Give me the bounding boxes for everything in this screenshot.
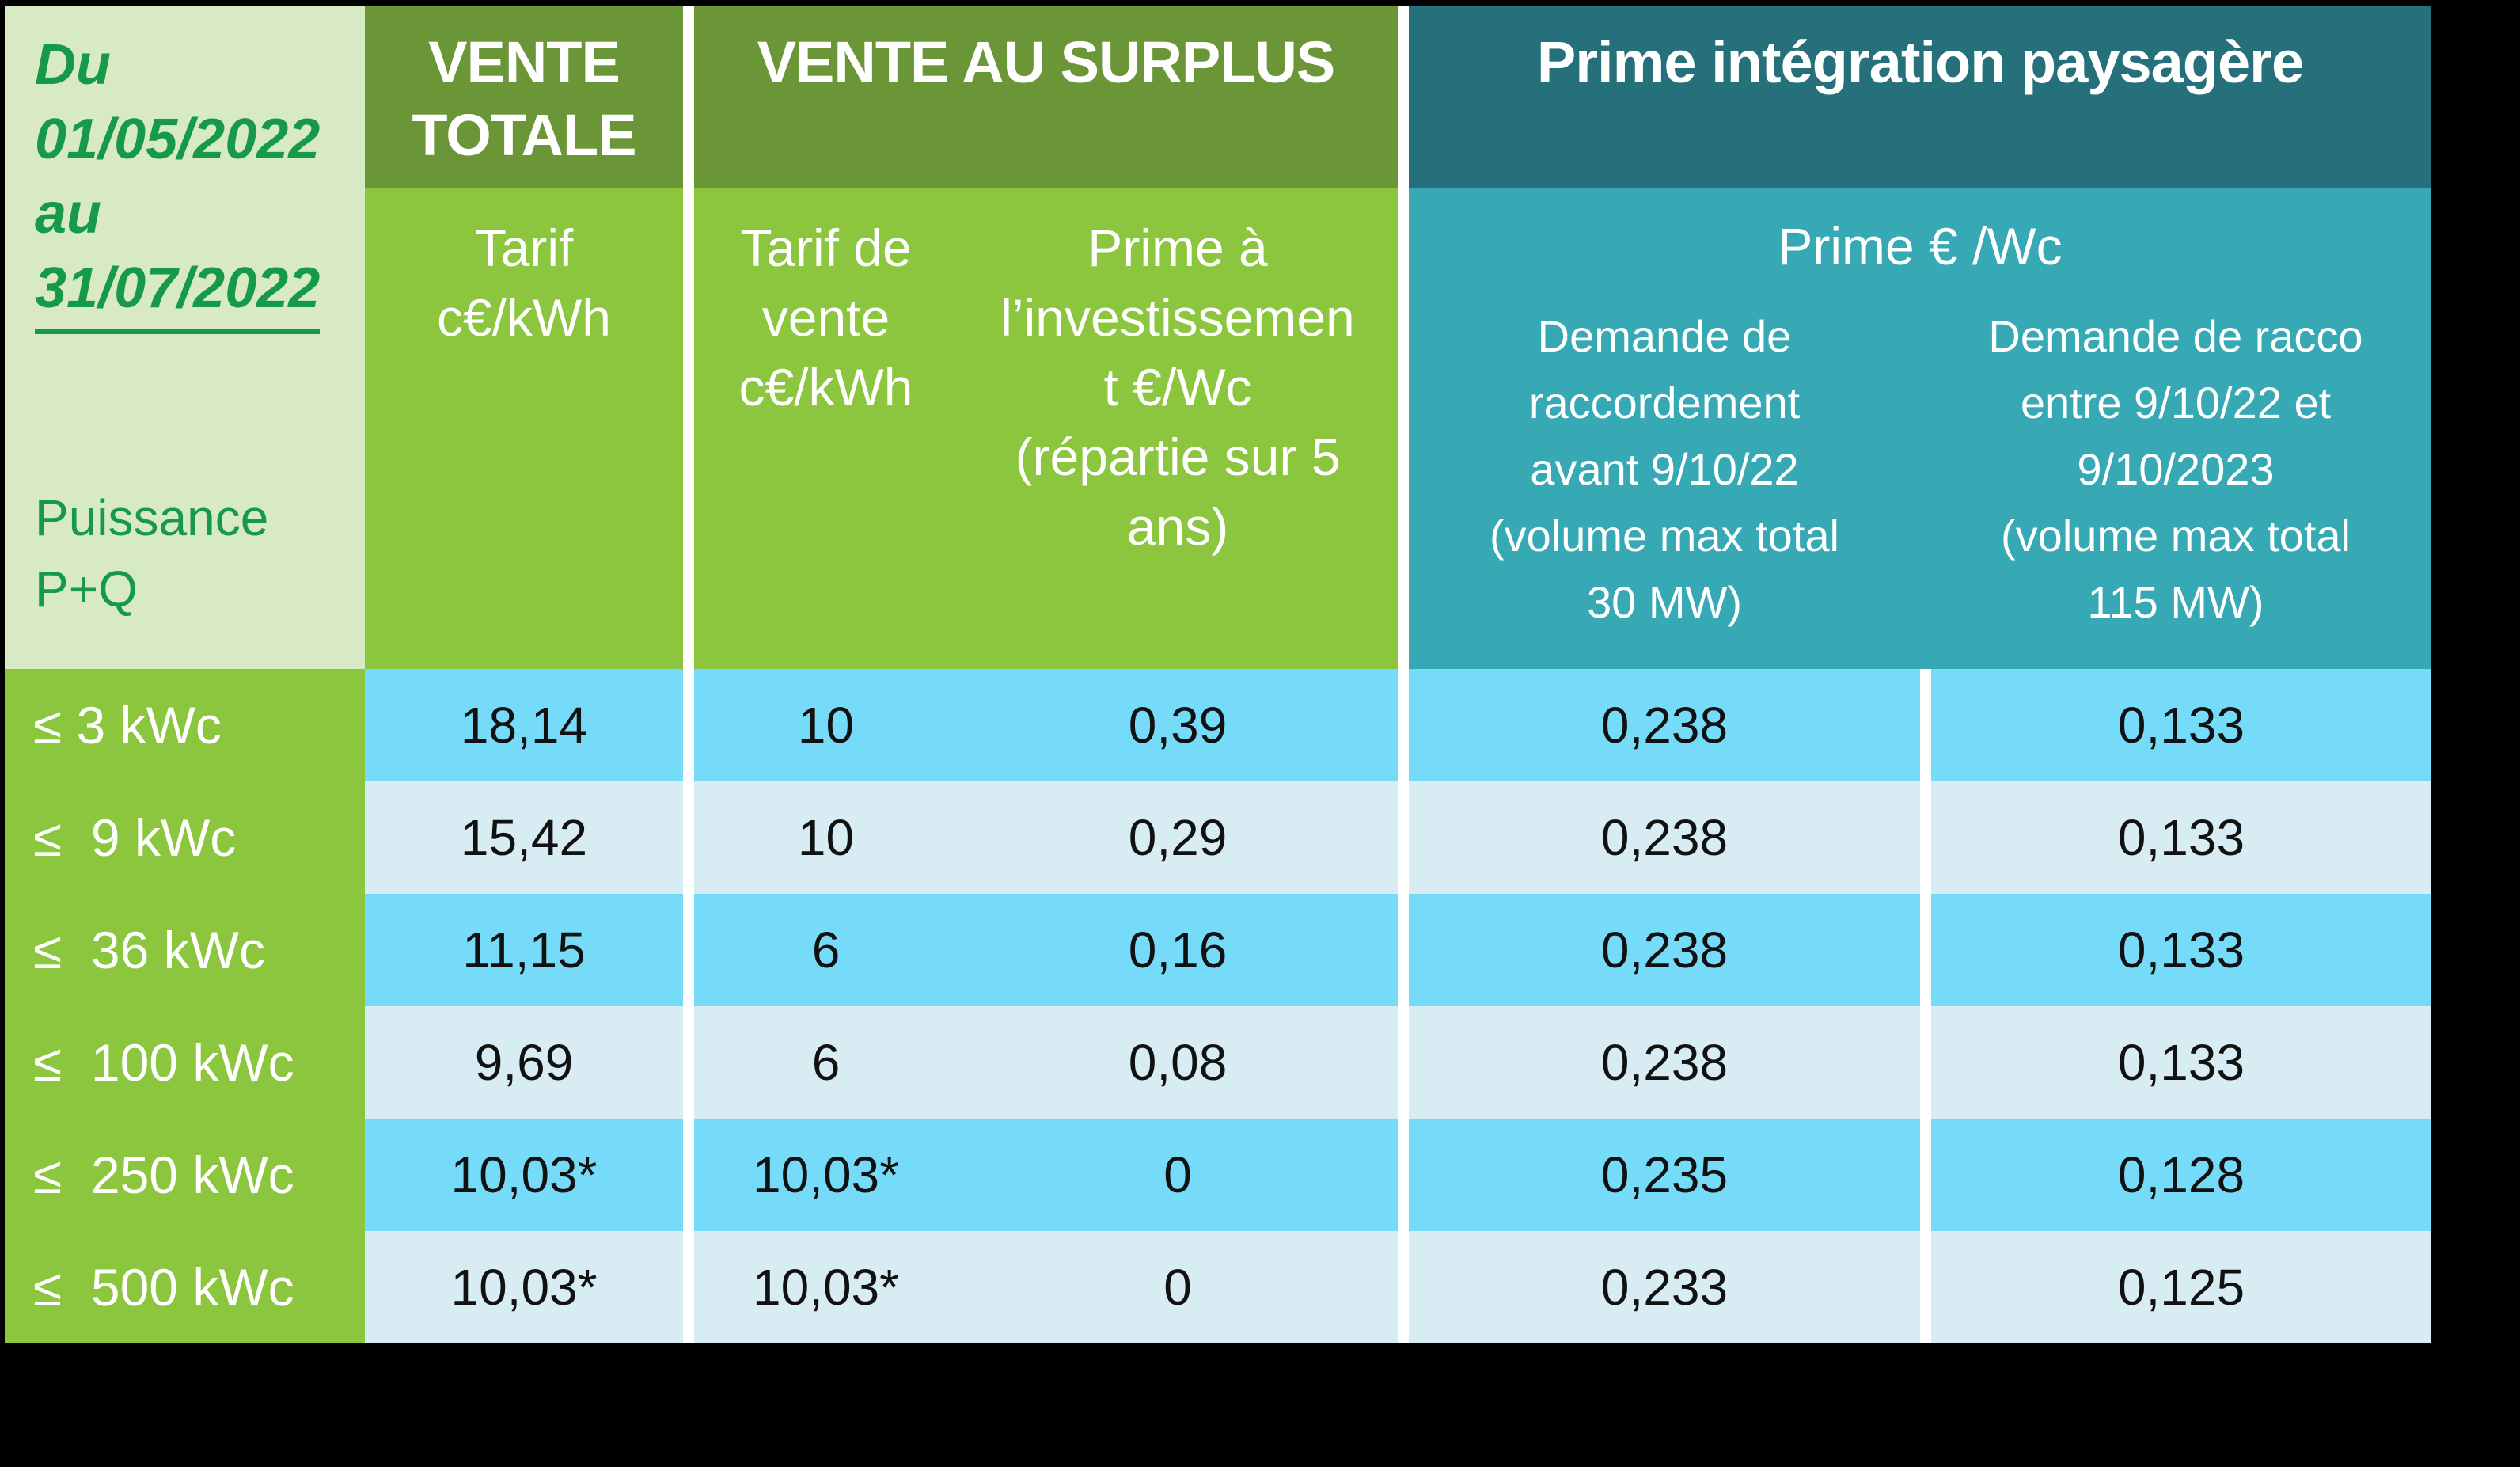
cell-prime-entre: 0,125 [1931,1231,2431,1343]
period-line-underlined: 31/07/2022 [35,251,349,334]
cell-vente-totale: 10,03* [365,1231,683,1343]
cell-prime-avant: 0,238 [1409,669,1920,781]
cell-surplus-prime: 0,29 [1128,809,1228,866]
subheader-demande-entre: Demande de racco entre 9/10/22 et 9/10/2… [1988,311,2363,627]
tariff-table: Du 01/05/2022 au 31/07/2022 Puissance P+… [5,6,2431,1343]
row-label: ≤ 36 kWc [5,894,365,1006]
prime-subcolumns: Demande de raccordement avant 9/10/22 (v… [1409,303,2431,636]
cell-prime-entre: 0,133 [1931,1006,2431,1119]
cell-vente-totale: 18,14 [365,669,683,781]
period-label: Du 01/05/2022 au 31/07/2022 [35,28,349,334]
header-vente-au-surplus: VENTE AU SURPLUS [694,6,1398,188]
subheader-tarif-ckwh: Tarif c€/kWh [365,188,683,669]
power-label: Puissance P+Q [35,489,269,618]
cell-surplus: 10 0,29 [694,781,1398,894]
cell-surplus-tarif: 10,03* [752,1146,900,1203]
subheader-prime-paysagere: Prime € /Wc Demande de raccordement avan… [1409,188,2431,669]
cell-surplus-tarif: 10,03* [752,1259,900,1316]
cell-prime-entre: 0,133 [1931,669,2431,781]
period-line: Du [35,33,111,97]
cell-prime-avant: 0,238 [1409,1006,1920,1119]
cell-surplus: 6 0,08 [694,1006,1398,1119]
cell-surplus-tarif: 10 [797,809,855,866]
cell-surplus-tarif: 10 [797,697,855,754]
cell-prime-avant: 0,235 [1409,1119,1920,1231]
subheader-prime-ewc: Prime € /Wc [1778,217,2063,276]
row-label: ≤ 3 kWc [5,669,365,781]
period-line: au [35,182,102,245]
cell-surplus: 6 0,16 [694,894,1398,1006]
row-label: ≤ 9 kWc [5,781,365,894]
cell-surplus-prime: 0 [1163,1146,1192,1203]
cell-surplus-tarif: 6 [811,922,841,979]
row-label: ≤ 250 kWc [5,1119,365,1231]
cell-surplus: 10,03* 0 [694,1119,1398,1231]
cell-surplus-prime: 0,39 [1128,697,1228,754]
cell-vente-totale: 10,03* [365,1119,683,1231]
cell-prime-avant: 0,233 [1409,1231,1920,1343]
row-label: ≤ 500 kWc [5,1231,365,1343]
cell-prime-entre: 0,128 [1931,1119,2431,1231]
cell-surplus: 10 0,39 [694,669,1398,781]
cell-surplus-prime: 0,08 [1128,1034,1228,1091]
row-label: ≤ 100 kWc [5,1006,365,1119]
cell-surplus-prime: 0 [1163,1259,1192,1316]
cell-surplus-tarif: 6 [811,1034,841,1091]
cell-prime-avant: 0,238 [1409,894,1920,1006]
cell-surplus-prime: 0,16 [1128,922,1228,979]
header-vente-totale: VENTE TOTALE [365,6,683,188]
subheader-surplus: Tarif de vente c€/kWh Prime à l’investis… [694,188,1398,669]
cell-prime-entre: 0,133 [1931,894,2431,1006]
cell-surplus: 10,03* 0 [694,1231,1398,1343]
cell-vente-totale: 11,15 [365,894,683,1006]
cell-prime-entre: 0,133 [1931,781,2431,894]
corner-cell: Du 01/05/2022 au 31/07/2022 Puissance P+… [5,6,365,669]
cell-prime-avant: 0,238 [1409,781,1920,894]
cell-vente-totale: 15,42 [365,781,683,894]
header-prime-integration-paysagere: Prime intégration paysagère [1409,6,2431,188]
subheader-prime-investissement: Prime à l’investissemen t €/Wc (répartie… [1000,219,1355,556]
period-line: 01/05/2022 [35,108,321,171]
subheader-tarif-de-vente: Tarif de vente c€/kWh [738,219,913,416]
subheader-demande-avant: Demande de raccordement avant 9/10/22 (v… [1490,311,1839,627]
cell-vente-totale: 9,69 [365,1006,683,1119]
